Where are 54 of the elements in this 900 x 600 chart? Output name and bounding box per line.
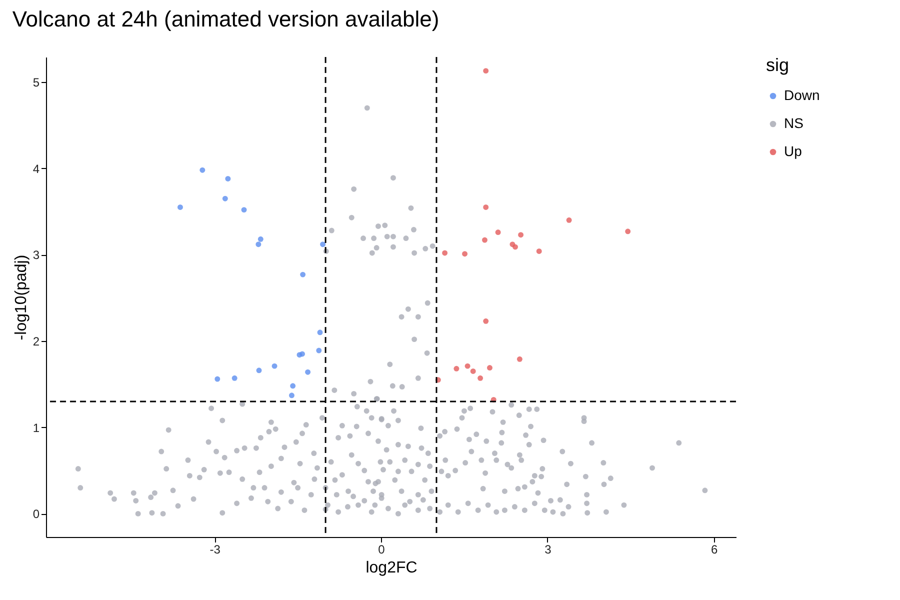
point <box>536 248 542 254</box>
point <box>454 366 460 372</box>
x-tick-label: 0 <box>378 542 386 556</box>
point <box>316 348 322 354</box>
point <box>232 375 238 381</box>
point <box>483 204 489 210</box>
point <box>486 365 492 371</box>
point <box>478 375 484 381</box>
point <box>256 242 262 248</box>
point <box>495 230 501 235</box>
point <box>200 167 206 173</box>
point <box>214 376 220 382</box>
point <box>625 228 631 234</box>
x-tick-label: 3 <box>544 542 552 556</box>
y-tick-label: 4 <box>32 162 40 176</box>
point <box>300 272 306 278</box>
y-tick-label: 2 <box>32 334 40 349</box>
chart-title: Volcano at 24h (animated version available) <box>12 6 440 32</box>
legend-title: sig <box>766 55 790 75</box>
point <box>566 217 572 223</box>
point <box>317 330 323 336</box>
point <box>288 392 294 398</box>
legend-label: NS <box>784 115 804 131</box>
x-axis-title: log2FC <box>366 560 418 576</box>
point <box>300 351 305 357</box>
legend-label: Down <box>784 87 820 103</box>
x-tick-label: 6 <box>710 542 718 556</box>
point <box>516 356 522 362</box>
legend-label: Up <box>784 143 802 159</box>
x-tick-label: -3 <box>210 542 221 556</box>
point <box>290 383 296 389</box>
y-tick-label: 1 <box>32 420 40 435</box>
point <box>483 318 489 324</box>
point <box>177 204 183 210</box>
point <box>258 236 264 242</box>
y-tick-label: 0 <box>32 507 40 522</box>
point <box>272 363 278 369</box>
point <box>483 68 489 74</box>
point <box>512 244 518 250</box>
point <box>442 250 448 256</box>
y-tick-label: 5 <box>32 76 40 90</box>
point <box>470 368 476 374</box>
point <box>256 368 262 374</box>
point <box>305 369 311 375</box>
point <box>225 176 231 182</box>
point <box>464 363 470 369</box>
point <box>482 237 488 243</box>
y-axis-title: -log10(padj) <box>12 254 30 340</box>
point <box>320 242 326 248</box>
point <box>222 196 228 202</box>
y-tick-label: 3 <box>32 248 40 262</box>
point <box>518 232 524 238</box>
point <box>241 207 247 213</box>
point <box>462 251 468 257</box>
